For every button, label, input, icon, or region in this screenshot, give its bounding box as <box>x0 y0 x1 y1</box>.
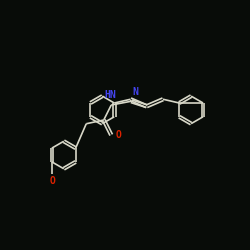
Text: N: N <box>132 87 138 97</box>
Text: O: O <box>116 130 121 140</box>
Text: HN: HN <box>104 90 116 101</box>
Text: O: O <box>50 176 55 186</box>
